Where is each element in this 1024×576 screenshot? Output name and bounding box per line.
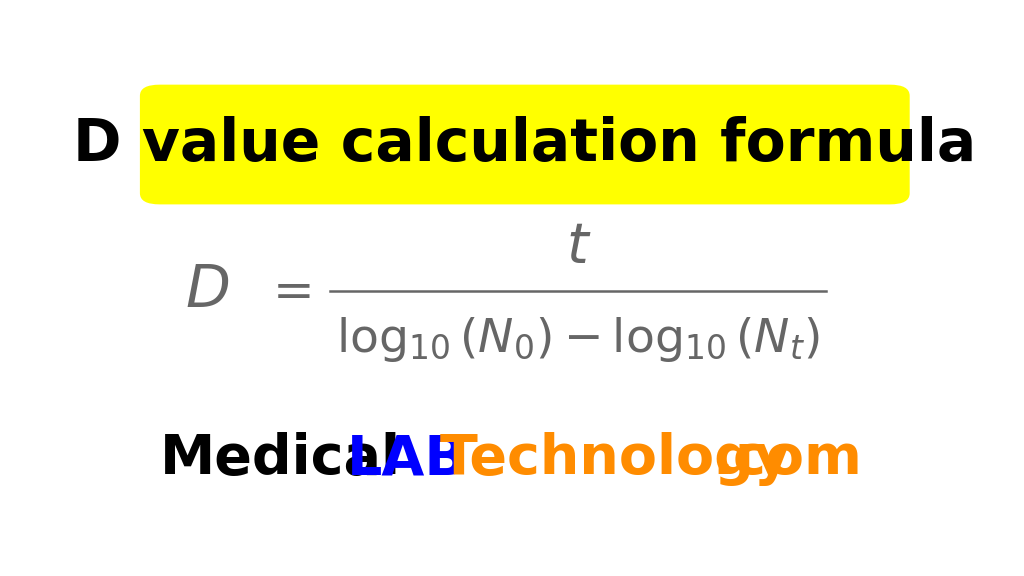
Text: $\mathrm{log}_{10}\,(N_0) - \mathrm{log}_{10}\,(N_t)$: $\mathrm{log}_{10}\,(N_0) - \mathrm{log}… [337,315,820,364]
FancyBboxPatch shape [140,85,909,204]
Text: LAB: LAB [346,433,467,486]
Text: Medical: Medical [160,433,400,486]
Text: Technology: Technology [440,433,791,486]
Text: $=$: $=$ [262,267,311,315]
Text: $\mathit{t}$: $\mathit{t}$ [565,219,591,274]
Text: .com: .com [712,433,862,486]
Text: D value calculation formula: D value calculation formula [73,116,977,173]
Text: $\mathit{D}$: $\mathit{D}$ [185,263,229,319]
